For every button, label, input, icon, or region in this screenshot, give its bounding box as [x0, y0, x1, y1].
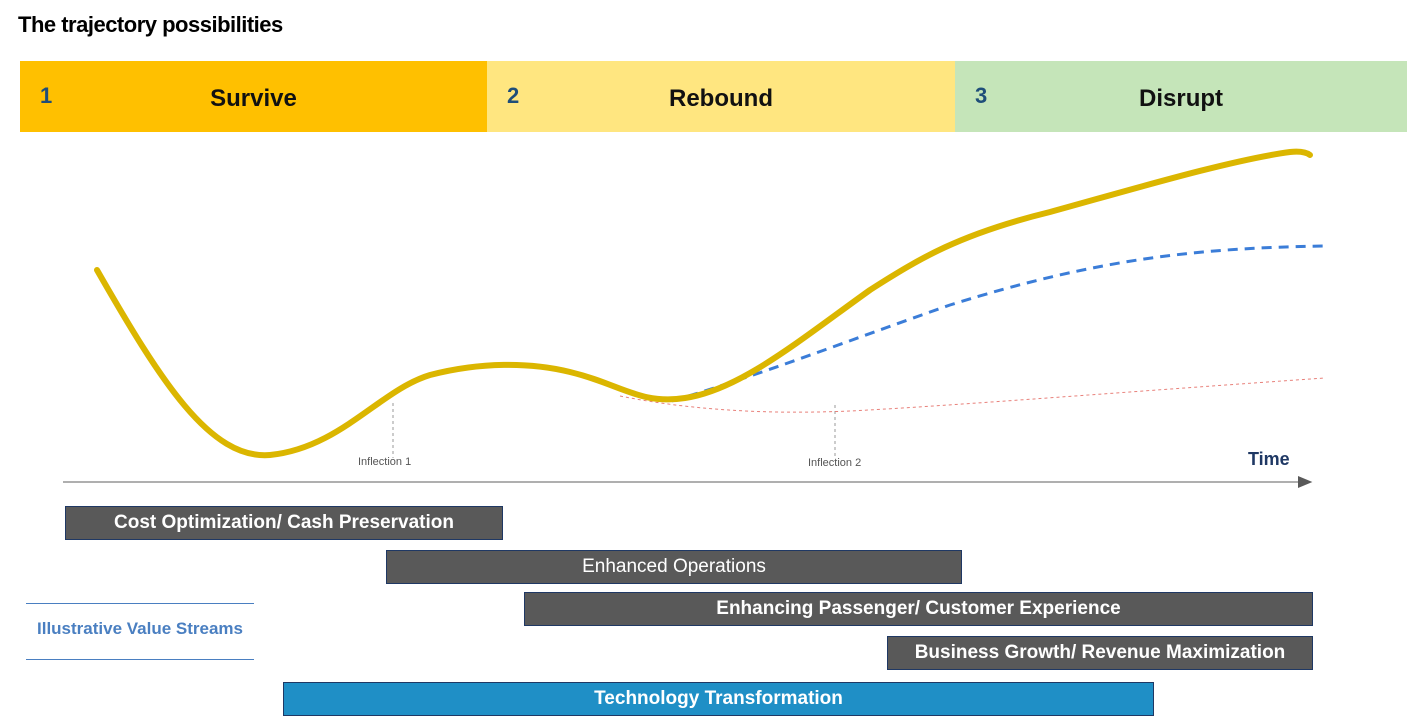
- page-title: The trajectory possibilities: [18, 12, 283, 37]
- phase-rebound: 2 Rebound: [487, 61, 955, 132]
- main-trajectory-curve: [94, 148, 1313, 459]
- low-trajectory-curve: [619, 377, 1326, 413]
- phase-number: 1: [40, 83, 53, 108]
- inflection-2-label: Inflection 2: [808, 457, 862, 469]
- value-stream-technology-transformation: Technology Transformation: [283, 682, 1154, 716]
- phase-survive: 1 Survive: [20, 61, 487, 132]
- legend-divider-top: [26, 603, 254, 604]
- value-streams-legend: Illustrative Value Streams: [37, 619, 243, 638]
- phase-label: Disrupt: [1139, 85, 1223, 112]
- value-stream-enhanced-operations: Enhanced Operations: [386, 550, 962, 584]
- phase-disrupt: 3 Disrupt: [955, 61, 1407, 132]
- value-stream-business-growth: Business Growth/ Revenue Maximization: [887, 636, 1313, 670]
- phase-label: Rebound: [669, 85, 773, 112]
- value-stream-cost-optimization: Cost Optimization/ Cash Preservation: [65, 506, 503, 540]
- inflection-1-label: Inflection 1: [358, 456, 412, 468]
- phase-label: Survive: [210, 85, 297, 112]
- legend-divider-bottom: [26, 659, 254, 660]
- phase-number: 2: [507, 83, 520, 108]
- time-axis-label: Time: [1248, 449, 1290, 469]
- value-stream-customer-experience: Enhancing Passenger/ Customer Experience: [524, 592, 1313, 626]
- phase-number: 3: [975, 83, 988, 108]
- mid-trajectory-curve: [671, 244, 1326, 403]
